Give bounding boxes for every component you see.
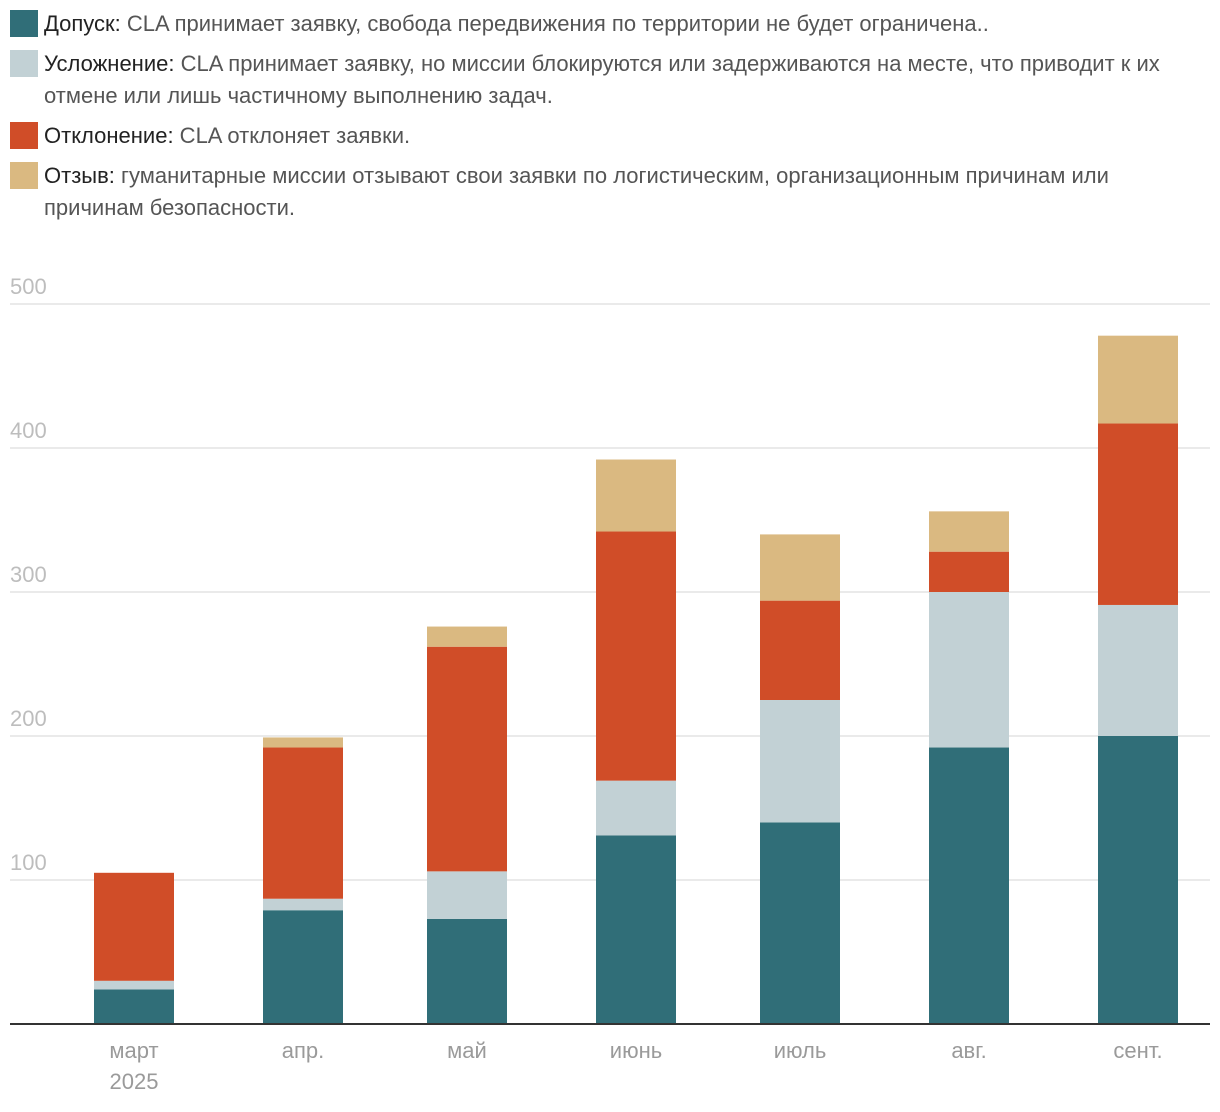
legend-swatch-complication (10, 50, 38, 77)
legend-swatch-withdrawal (10, 162, 38, 189)
y-tick-label-300: 300 (10, 562, 47, 587)
x-tick-label-2: май (447, 1038, 487, 1063)
legend-desc-complication: CLA принимает заявку, но миссии блокирую… (44, 51, 1160, 108)
x-tick-label-5: авг. (951, 1038, 986, 1063)
legend-term-rejection: Отклонение: (44, 123, 174, 148)
legend-desc-withdrawal: гуманитарные миссии отзывают свои заявки… (44, 163, 1109, 220)
bar-4-series-0 (760, 822, 840, 1024)
legend: Допуск: CLA принимает заявку, свобода пе… (10, 8, 1210, 232)
labels-layer: 100 200 300 400 500 март 2025 апр. май июнь июль ав… (10, 274, 1210, 1094)
legend-text-withdrawal: Отзыв: гуманитарные миссии отзывают свои… (44, 160, 1210, 224)
bar-2-series-3 (427, 626, 507, 647)
legend-desc-rejection: CLA отклоняет заявки. (173, 123, 411, 148)
bar-3-series-2 (596, 531, 676, 781)
x-tick-label-3: июнь (610, 1038, 662, 1063)
bar-0-series-2 (94, 872, 174, 981)
legend-swatch-rejection (10, 122, 38, 149)
x-tick-label-0: март (109, 1038, 158, 1063)
x-tick-label-1: апр. (282, 1038, 325, 1063)
bar-6-series-2 (1098, 423, 1178, 605)
bar-5-series-2 (929, 551, 1009, 592)
x-tick-label-4: июль (774, 1038, 827, 1063)
x-tick-label-6: сент. (1113, 1038, 1162, 1063)
bar-3-series-0 (596, 835, 676, 1024)
y-tick-label-200: 200 (10, 706, 47, 731)
legend-term-admit: Допуск: (44, 11, 121, 36)
bar-6-series-1 (1098, 604, 1178, 736)
x-tick-sublabel-0: 2025 (110, 1069, 159, 1094)
bar-2-series-2 (427, 646, 507, 872)
legend-item-withdrawal: Отзыв: гуманитарные миссии отзывают свои… (10, 160, 1210, 224)
bar-3-series-1 (596, 780, 676, 836)
bars-layer (94, 335, 1178, 1024)
bar-4-series-2 (760, 600, 840, 700)
bar-0-series-1 (94, 980, 174, 990)
legend-term-complication: Усложнение: (44, 51, 175, 76)
bar-2-series-0 (427, 918, 507, 1024)
legend-swatch-admit (10, 10, 38, 37)
bar-1-series-0 (263, 910, 343, 1024)
legend-text-complication: Усложнение: CLA принимает заявку, но мис… (44, 48, 1210, 112)
bar-1-series-1 (263, 898, 343, 911)
bar-5-series-1 (929, 592, 1009, 748)
bar-2-series-1 (427, 871, 507, 919)
bar-3-series-3 (596, 459, 676, 532)
legend-text-rejection: Отклонение: CLA отклоняет заявки. (44, 120, 410, 152)
bar-5-series-0 (929, 747, 1009, 1024)
y-tick-label-500: 500 (10, 274, 47, 299)
legend-desc-admit: CLA принимает заявку, свобода передвижен… (120, 11, 989, 36)
bar-1-series-3 (263, 737, 343, 748)
legend-term-withdrawal: Отзыв: (44, 163, 115, 188)
bar-4-series-3 (760, 534, 840, 601)
y-tick-label-100: 100 (10, 850, 47, 875)
legend-item-admit: Допуск: CLA принимает заявку, свобода пе… (10, 8, 1210, 40)
bar-6-series-0 (1098, 736, 1178, 1024)
legend-item-rejection: Отклонение: CLA отклоняет заявки. (10, 120, 1210, 152)
legend-text-admit: Допуск: CLA принимает заявку, свобода пе… (44, 8, 989, 40)
bar-5-series-3 (929, 511, 1009, 552)
bar-4-series-1 (760, 700, 840, 823)
y-tick-label-400: 400 (10, 418, 47, 443)
bar-0-series-0 (94, 989, 174, 1024)
bar-6-series-3 (1098, 335, 1178, 424)
bar-1-series-2 (263, 747, 343, 899)
legend-item-complication: Усложнение: CLA принимает заявку, но мис… (10, 48, 1210, 112)
